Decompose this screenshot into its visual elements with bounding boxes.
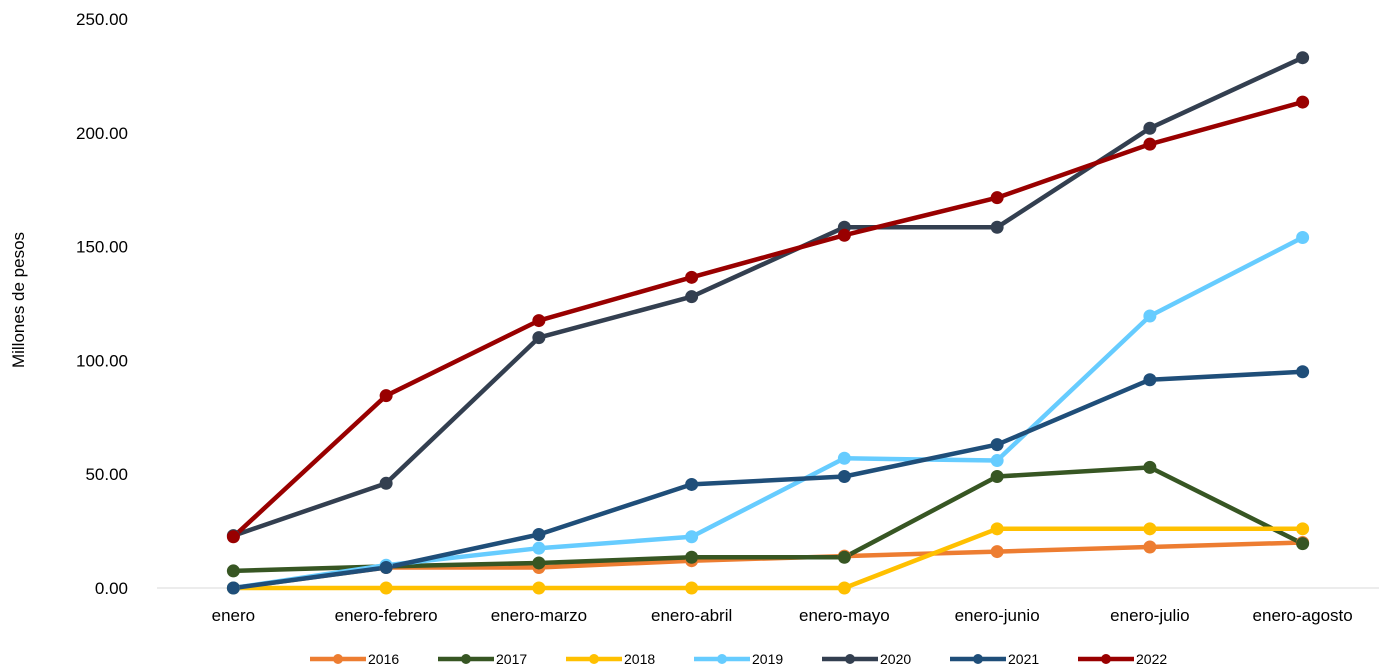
data-point-2018 <box>990 522 1004 536</box>
x-tick-label: enero <box>212 606 255 625</box>
legend-item-2016: 2016 <box>310 651 399 666</box>
data-point-2018 <box>1143 522 1157 536</box>
x-axis-tick-labels: enero enero-febrero enero-marzo enero-abril… <box>212 606 1353 625</box>
series-line-2019 <box>231 235 1305 591</box>
data-point-2019 <box>532 541 546 555</box>
y-axis-tick-labels: 0.00 50.00 100.00 150.00 200.00 250.00 <box>76 10 128 598</box>
legend-swatch-marker <box>589 654 599 664</box>
x-tick-label: enero-junio <box>955 606 1040 625</box>
x-tick-label: enero-julio <box>1110 606 1189 625</box>
data-point-2016 <box>1143 540 1157 554</box>
data-point-2017 <box>1143 460 1157 474</box>
y-tick-label: 0.00 <box>95 579 128 598</box>
data-point-2021 <box>1143 373 1157 387</box>
data-point-2017 <box>837 550 851 564</box>
legend-label: 2018 <box>624 651 655 666</box>
y-axis-title: Millones de pesos <box>9 232 28 368</box>
data-point-2019 <box>837 451 851 465</box>
series-lines <box>231 55 1305 591</box>
data-point-2016 <box>990 545 1004 559</box>
data-point-2017 <box>990 469 1004 483</box>
data-point-2022 <box>837 228 851 242</box>
legend: 2016 2017 2018 2019 2020 2021 2022 <box>310 651 1167 666</box>
data-point-2020 <box>1143 121 1157 135</box>
data-point-2018 <box>1296 522 1310 536</box>
data-point-2020 <box>379 476 393 490</box>
data-point-2017 <box>226 564 240 578</box>
y-tick-label: 50.00 <box>85 465 128 484</box>
data-point-2017 <box>685 550 699 564</box>
data-point-2022 <box>226 530 240 544</box>
legend-label: 2017 <box>496 651 527 666</box>
series-line-2020 <box>231 55 1305 538</box>
data-point-2020 <box>990 220 1004 234</box>
series-line-2017 <box>231 465 1305 574</box>
x-tick-label: enero-marzo <box>491 606 587 625</box>
data-point-2021 <box>379 561 393 575</box>
data-point-2021 <box>1296 365 1310 379</box>
legend-item-2022: 2022 <box>1078 651 1167 666</box>
data-point-2022 <box>685 270 699 284</box>
series-line-2021 <box>231 369 1305 591</box>
y-tick-label: 150.00 <box>76 238 128 257</box>
legend-label: 2021 <box>1008 651 1039 666</box>
data-point-2018 <box>532 581 546 595</box>
legend-swatch-marker <box>845 654 855 664</box>
data-point-2022 <box>532 314 546 328</box>
series-line-2022 <box>231 99 1305 540</box>
data-point-2017 <box>532 556 546 570</box>
data-point-2022 <box>379 389 393 403</box>
data-point-2019 <box>685 530 699 544</box>
data-point-2020 <box>685 290 699 304</box>
data-point-2019 <box>990 454 1004 468</box>
legend-label: 2022 <box>1136 651 1167 666</box>
legend-item-2019: 2019 <box>694 651 783 666</box>
x-tick-label: enero-mayo <box>799 606 890 625</box>
legend-label: 2019 <box>752 651 783 666</box>
data-point-2021 <box>226 581 240 595</box>
data-point-2021 <box>532 528 546 542</box>
y-tick-label: 100.00 <box>76 351 128 370</box>
legend-item-2017: 2017 <box>438 651 527 666</box>
series-line-2018 <box>231 526 1305 591</box>
data-point-2017 <box>1296 537 1310 551</box>
legend-item-2020: 2020 <box>822 651 911 666</box>
data-point-2022 <box>990 191 1004 205</box>
legend-label: 2016 <box>368 651 399 666</box>
data-point-2020 <box>532 331 546 345</box>
data-point-2018 <box>379 581 393 595</box>
y-tick-label: 250.00 <box>76 10 128 29</box>
legend-item-2018: 2018 <box>566 651 655 666</box>
x-tick-label: enero-abril <box>651 606 732 625</box>
data-point-2018 <box>837 581 851 595</box>
legend-label: 2020 <box>880 651 911 666</box>
data-point-2021 <box>990 438 1004 452</box>
legend-swatch-marker <box>1101 654 1111 664</box>
legend-swatch-marker <box>717 654 727 664</box>
series-markers <box>226 51 1310 595</box>
y-tick-label: 200.00 <box>76 124 128 143</box>
data-point-2021 <box>685 477 699 491</box>
data-point-2022 <box>1296 95 1310 109</box>
data-point-2018 <box>685 581 699 595</box>
data-point-2022 <box>1143 137 1157 151</box>
legend-swatch-marker <box>973 654 983 664</box>
data-point-2020 <box>1296 51 1310 65</box>
legend-swatch-marker <box>333 654 343 664</box>
x-tick-label: enero-febrero <box>335 606 438 625</box>
legend-item-2021: 2021 <box>950 651 1039 666</box>
legend-swatch-marker <box>461 654 471 664</box>
data-point-2019 <box>1296 230 1310 244</box>
x-tick-label: enero-agosto <box>1253 606 1353 625</box>
data-point-2019 <box>1143 309 1157 323</box>
data-point-2021 <box>837 469 851 483</box>
